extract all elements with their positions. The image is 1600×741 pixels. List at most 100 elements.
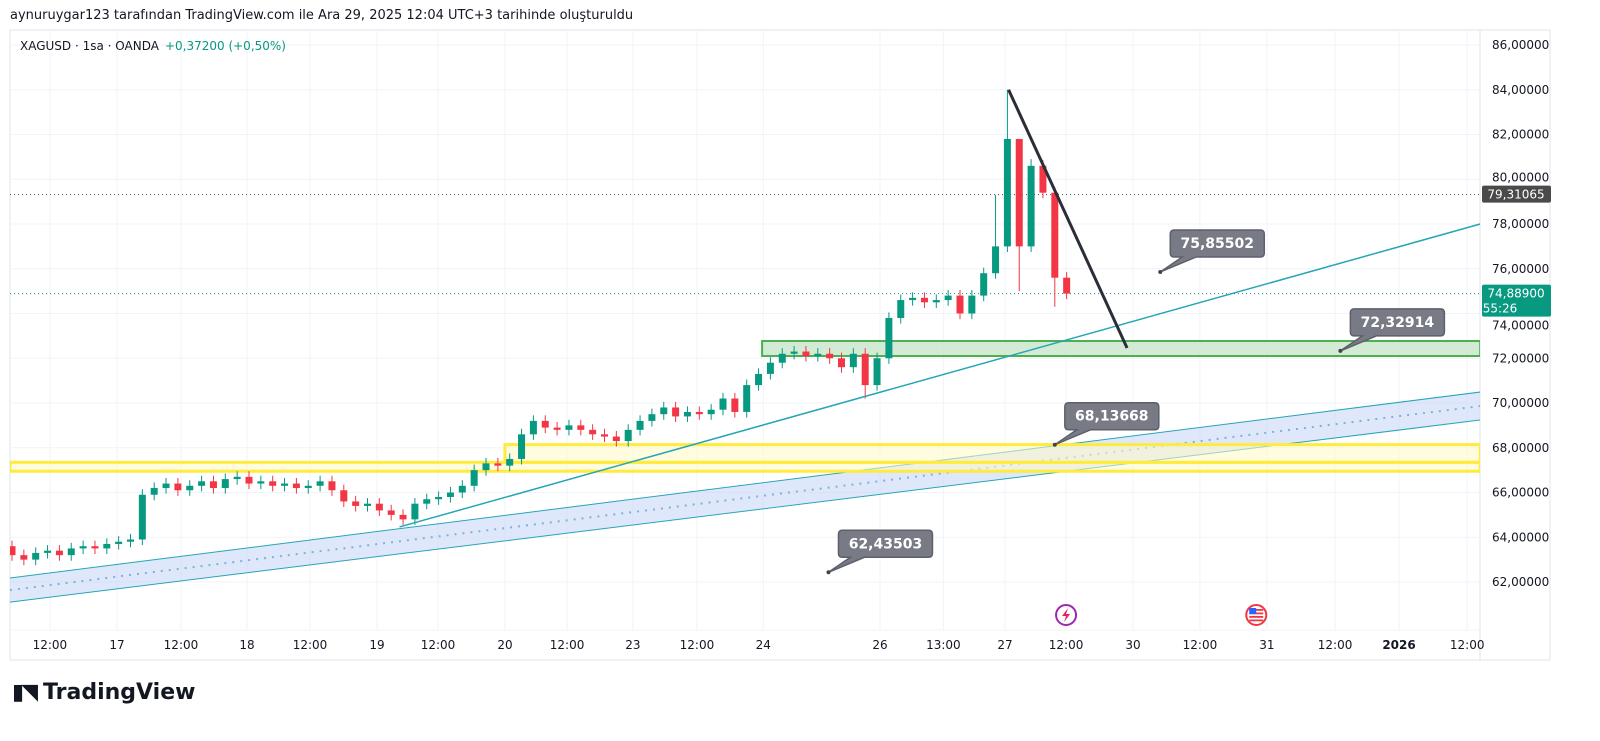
candle-up xyxy=(233,476,241,480)
candle-up xyxy=(67,548,75,556)
price-callout[interactable]: 68,13668 xyxy=(1052,401,1160,447)
candle-down xyxy=(245,476,253,484)
candle-up xyxy=(932,300,940,303)
candle-up xyxy=(115,541,123,544)
candle-up xyxy=(648,414,656,421)
price-callout[interactable]: 72,32914 xyxy=(1338,308,1446,353)
price-tick-label: 64,00000 xyxy=(1492,530,1549,544)
candle-down xyxy=(209,481,217,489)
candle-down xyxy=(553,427,561,430)
candle-up xyxy=(32,552,40,560)
candle-up xyxy=(138,494,146,540)
candle-up xyxy=(849,353,857,368)
candle-up xyxy=(257,481,265,484)
price-callout[interactable]: 75,85502 xyxy=(1158,229,1266,274)
flag-canton xyxy=(1249,608,1257,614)
candle-up xyxy=(518,434,526,459)
candle-down xyxy=(292,483,300,489)
time-tick-label: 24 xyxy=(756,638,771,652)
price-tick-label: 86,00000 xyxy=(1492,38,1549,52)
yellow-support-zone[interactable] xyxy=(503,443,1480,464)
candle-up xyxy=(162,483,170,489)
time-tick-label: 12:00 xyxy=(164,638,199,652)
candle-up xyxy=(743,385,751,412)
price-tick-label: 70,00000 xyxy=(1492,396,1549,410)
flag-stripe xyxy=(1249,619,1264,622)
time-tick-label: 12:00 xyxy=(1450,638,1485,652)
teal-trendline[interactable] xyxy=(399,223,1480,528)
channel-upper-line[interactable] xyxy=(10,391,1480,579)
time-tick-label: 19 xyxy=(369,638,384,652)
time-tick-label: 30 xyxy=(1125,638,1140,652)
callout-bubble xyxy=(1159,229,1266,273)
time-tick-label: 17 xyxy=(109,638,124,652)
candle-down xyxy=(920,297,928,303)
lightning-glyph xyxy=(1062,608,1071,622)
price-axis-label-bg xyxy=(1482,284,1551,317)
price-tick-label: 78,00000 xyxy=(1492,217,1549,231)
candle-up xyxy=(1003,138,1011,247)
time-tick-label: 31 xyxy=(1259,638,1274,652)
candle-down xyxy=(10,546,16,556)
symbol-info[interactable]: XAGUSD · 1sa · OANDA xyxy=(20,39,159,53)
candle-down xyxy=(340,490,348,502)
candle-down xyxy=(861,353,869,386)
candle-up xyxy=(707,409,715,415)
candle-up xyxy=(755,373,763,386)
callout-label: 72,32914 xyxy=(1361,315,1435,331)
callout-anchor xyxy=(826,570,831,575)
price-tick-label: 68,00000 xyxy=(1492,441,1549,455)
time-tick-label: 20 xyxy=(497,638,512,652)
callout-anchor xyxy=(1338,348,1343,353)
candle-up xyxy=(814,353,822,357)
price-tick-label: 80,00000 xyxy=(1492,171,1549,185)
candle-up xyxy=(446,492,454,497)
snapshot-caption: aynuruygar123 tarafından TradingView.com… xyxy=(10,8,634,23)
candle-up xyxy=(304,485,312,489)
candle-down xyxy=(174,483,182,491)
price-tick-label: 76,00000 xyxy=(1492,262,1549,276)
candle-up xyxy=(992,246,1000,274)
time-tick-label: 12:00 xyxy=(1318,638,1353,652)
candle-down xyxy=(55,550,63,556)
us-flag-event-icon[interactable] xyxy=(1245,604,1268,626)
candle-down xyxy=(826,353,834,359)
green-support-zone[interactable] xyxy=(761,340,1480,358)
price-axis-label-bg xyxy=(1482,185,1551,203)
candle-up xyxy=(897,300,905,318)
candle-up xyxy=(968,295,976,314)
candle-up xyxy=(636,420,644,430)
candle-up xyxy=(778,353,786,363)
callout-bubble xyxy=(1054,401,1160,446)
candle-up xyxy=(364,503,371,506)
price-tick-label: 66,00000 xyxy=(1492,486,1549,500)
flag-stripe xyxy=(1249,616,1264,618)
tradingview-logo[interactable]: ▮◥ TradingView xyxy=(12,680,195,705)
price-tick-label: 74,00000 xyxy=(1492,319,1549,333)
candle-up xyxy=(885,317,893,359)
candle-down xyxy=(1051,192,1059,278)
black-trendline[interactable] xyxy=(1007,89,1129,349)
candle-down xyxy=(269,481,277,486)
candle-up xyxy=(150,488,158,495)
price-callout[interactable]: 62,43503 xyxy=(826,529,934,575)
candle-down xyxy=(838,358,845,368)
brand-name: TradingView xyxy=(43,680,196,705)
candle-down xyxy=(731,398,739,412)
tradingview-logo-icon: ▮◥ xyxy=(12,680,38,705)
callout-bubble xyxy=(1339,308,1446,352)
price-tick-label: 84,00000 xyxy=(1492,83,1549,97)
candle-down xyxy=(328,481,336,491)
candle-down xyxy=(399,514,407,520)
callout-label: 68,13668 xyxy=(1075,409,1149,425)
callout-anchor xyxy=(1158,269,1163,274)
candle-up xyxy=(683,411,691,417)
candle-down xyxy=(956,295,964,314)
lightning-event-icon[interactable] xyxy=(1055,604,1078,626)
candle-up xyxy=(790,351,798,354)
price-tick-label: 62,00000 xyxy=(1492,575,1549,589)
candle-up xyxy=(660,407,668,415)
candle-down xyxy=(91,546,99,549)
plot-area[interactable]: 75,85502 72,32914 68,13668 62,43503 xyxy=(9,89,1481,603)
